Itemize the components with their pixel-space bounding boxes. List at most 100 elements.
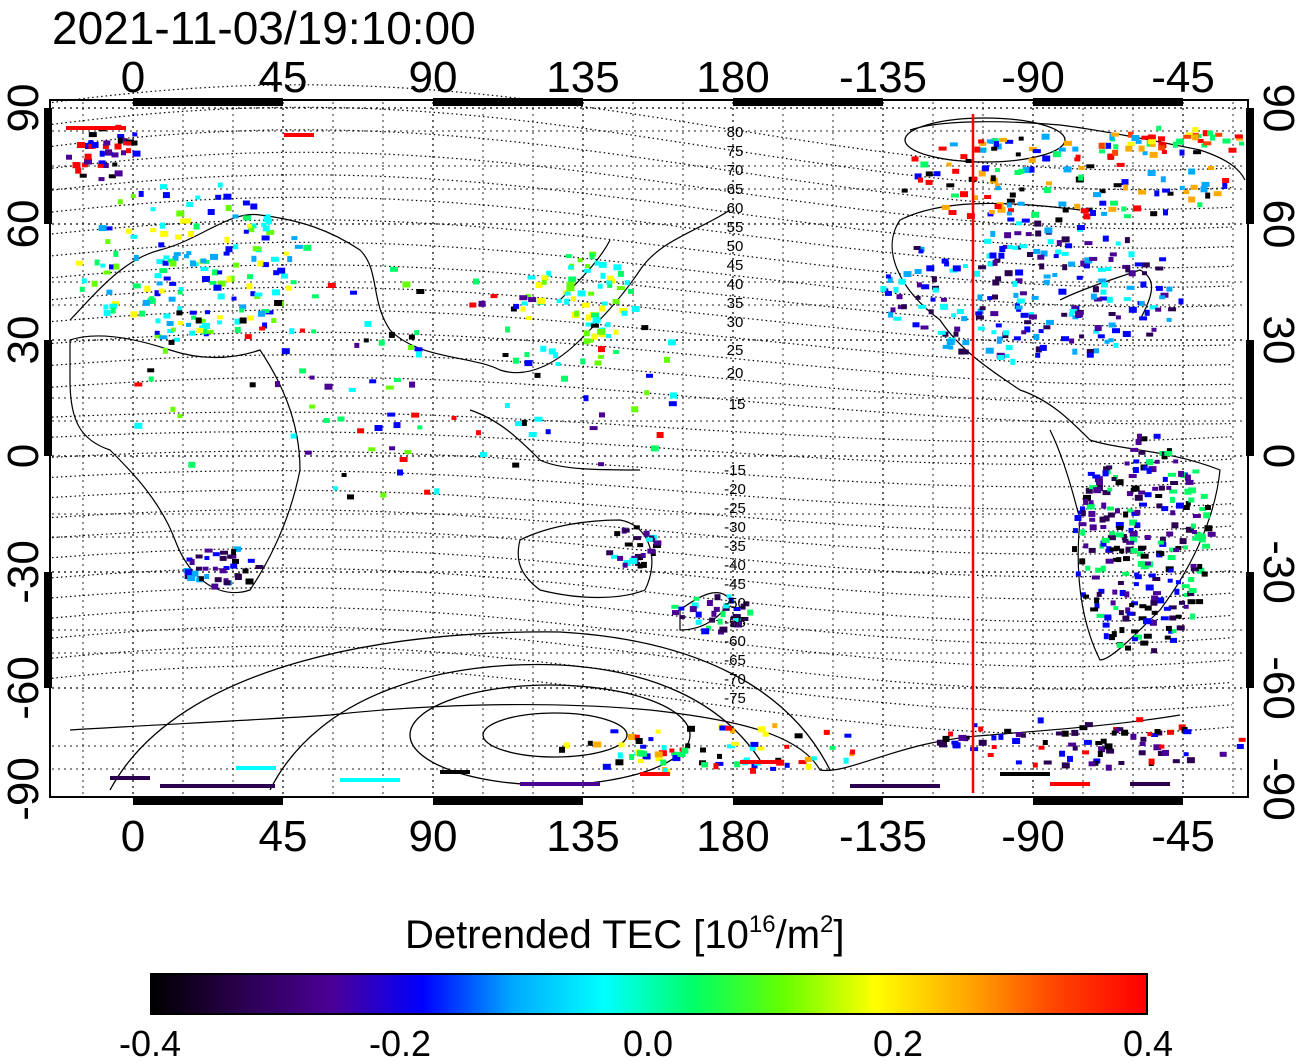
tec-patch: [622, 528, 630, 533]
tec-patch: [594, 360, 602, 366]
tec-patch: [1204, 505, 1211, 510]
tec-patch: [1200, 493, 1208, 499]
tec-patch: [1089, 256, 1098, 261]
tec-patch: [762, 731, 769, 737]
tec-patch: [960, 191, 968, 198]
tec-patch: [1068, 742, 1077, 747]
tec-patch: [577, 290, 586, 297]
tec-patch: [252, 246, 261, 252]
longitude-tick-label: -90: [1001, 812, 1065, 861]
tec-patch: [1126, 508, 1133, 513]
tec-patch: [629, 754, 635, 760]
tec-patch: [1046, 181, 1052, 186]
tec-patch: [941, 258, 949, 264]
tec-patch: [650, 445, 659, 452]
tec-patch: [1122, 538, 1129, 543]
tec-patch: [991, 735, 997, 741]
tec-patch: [1167, 191, 1174, 196]
tec-patch: [1093, 487, 1102, 494]
tec-patch: [925, 179, 933, 185]
tec-patch: [1128, 474, 1137, 478]
tec-patch: [1110, 600, 1116, 606]
colorbar-tick: -0.2: [368, 1023, 432, 1064]
tec-patch: [647, 548, 656, 554]
latitude-tick-label: -90: [0, 757, 48, 821]
tec-patch: [1085, 487, 1093, 494]
tec-patch: [978, 726, 984, 732]
tec-patch: [994, 168, 1000, 173]
tec-patch: [1190, 613, 1196, 620]
tec-patch: [242, 215, 251, 221]
tec-patch: [1105, 558, 1114, 564]
tec-patch: [254, 292, 263, 297]
tec-patch: [1128, 527, 1134, 533]
tec-patch: [196, 566, 202, 571]
tec-patch: [1131, 629, 1139, 634]
map-frame: [49, 99, 1249, 798]
tec-patch: [656, 432, 664, 438]
tec-patch: [1119, 590, 1126, 596]
tec-patch: [186, 251, 192, 256]
tec-patch: [1161, 455, 1168, 460]
tec-patch: [810, 756, 817, 761]
tec-patch: [1106, 546, 1112, 553]
tec-patch: [1028, 146, 1037, 151]
tec-patch: [1083, 498, 1089, 505]
tec-patch: [1005, 139, 1014, 144]
tec-patch: [209, 280, 217, 285]
tec-patch: [1144, 492, 1152, 498]
tec-patch: [1055, 217, 1063, 223]
tec-patch: [734, 761, 741, 768]
tec-patch: [1228, 147, 1237, 153]
tec-patch: [219, 568, 227, 574]
tec-patch: [700, 747, 706, 753]
tec-patch: [138, 190, 144, 197]
tec-patch: [217, 270, 223, 275]
tec-patch: [262, 322, 268, 329]
tec-patch: [948, 210, 957, 215]
tec-patch: [1179, 600, 1185, 605]
tec-patch: [1078, 165, 1085, 170]
tec-patch: [1186, 757, 1195, 764]
tec-patch: [299, 368, 307, 374]
tec-patch: [272, 289, 281, 296]
tec-patch: [1124, 591, 1130, 598]
longitude-tick-label: 180: [696, 53, 769, 102]
tec-patch: [1038, 745, 1045, 750]
tec-patch: [598, 462, 604, 467]
tec-patch: [992, 259, 998, 266]
tec-patch: [946, 162, 952, 167]
tec-patch: [1128, 306, 1137, 313]
tec-patch: [79, 173, 87, 178]
tec-patch: [1151, 595, 1159, 601]
tec-patch: [176, 310, 183, 316]
tec-patch: [1139, 742, 1146, 746]
tec-patch: [979, 306, 986, 311]
tec-patch: [1098, 278, 1107, 283]
tec-patch: [1203, 512, 1211, 519]
tec-patch: [1133, 459, 1140, 464]
tec-patch: [1121, 179, 1129, 186]
tec-patch: [655, 729, 661, 734]
tec-patch: [1115, 522, 1124, 528]
tec-patch: [1183, 752, 1189, 757]
tec-patch: [1109, 547, 1118, 552]
contour-label: 75: [727, 143, 744, 160]
tec-patch: [247, 223, 252, 228]
tec-patch: [244, 334, 252, 340]
tec-patch: [1093, 297, 1102, 302]
tec-patch: [939, 741, 947, 748]
tec-patch: [198, 576, 204, 582]
tec-patch: [1196, 567, 1205, 573]
tec-patch: [207, 209, 215, 215]
tec-patch: [534, 372, 541, 378]
tec-patch: [156, 281, 163, 286]
tec-patch: [984, 238, 992, 244]
tec-patch: [512, 462, 520, 468]
tec-patch: [524, 360, 533, 367]
tec-patch: [1088, 500, 1094, 505]
tec-patch: [1021, 330, 1027, 335]
tec-patch: [1165, 625, 1172, 631]
tec-patch: [414, 347, 423, 352]
tec-patch: [204, 259, 210, 264]
